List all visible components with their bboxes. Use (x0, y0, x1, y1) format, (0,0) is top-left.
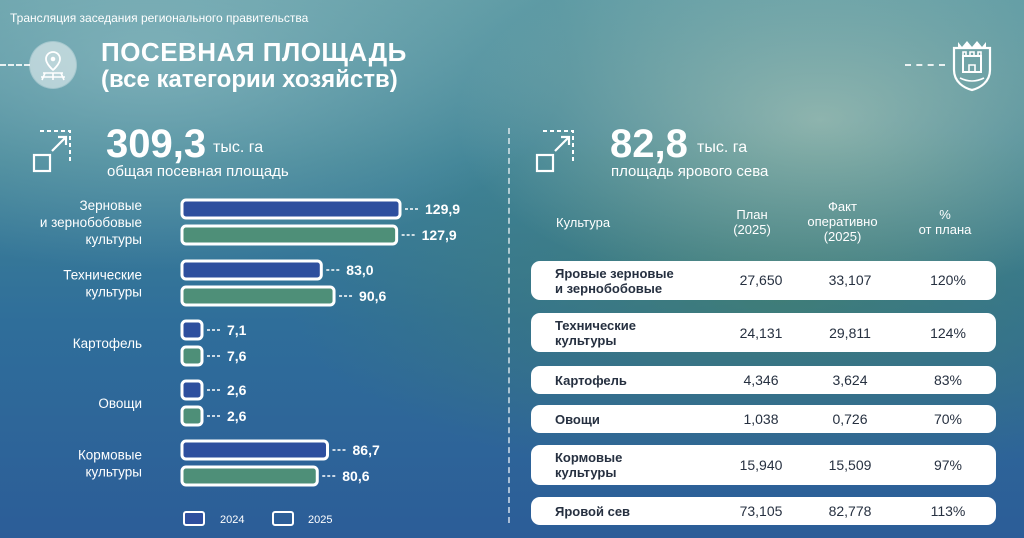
data-label: 2,6 (227, 382, 247, 398)
spring-area-unit: тыс. га (697, 139, 748, 156)
row-fact: 3,624 (832, 372, 868, 388)
coat-of-arms-icon (950, 38, 994, 92)
category-label: культуры (85, 232, 142, 247)
category-label: и зернобобовые (40, 215, 142, 230)
data-label: 127,9 (422, 227, 457, 243)
spring-area-label: площадь ярового сева (611, 163, 769, 180)
bar-2025 (180, 405, 204, 427)
category-label: Технические (63, 268, 142, 283)
bar-chart-svg: Зерновые и зернобобовые культуры 129,9 127,9… (40, 198, 460, 487)
category-label: Зерновые (79, 198, 142, 213)
data-label: 86,7 (353, 442, 380, 458)
bar-2024 (180, 439, 330, 461)
data-label: 83,0 (346, 262, 373, 278)
row-plan: 15,940 (739, 457, 783, 473)
category-label: культуры (85, 465, 142, 480)
page-subtitle: (все категории хозяйств) (101, 66, 398, 93)
data-label: 129,9 (425, 201, 460, 217)
spring-area-value: 82,8 (610, 122, 688, 166)
bar-2025 (180, 285, 336, 307)
data-label: 80,6 (342, 468, 369, 484)
page-title: ПОСЕВНАЯ ПЛОЩАДЬ (101, 37, 407, 67)
row-name: Технические культуры (555, 318, 636, 348)
table-row: Технические культуры 24,131 29,811 124% (531, 313, 996, 352)
bar-2024 (180, 198, 402, 220)
broadcast-title: Трансляция заседания регионального прави… (10, 11, 309, 25)
bar-2024 (180, 379, 204, 401)
row-percent: 124% (930, 325, 966, 341)
data-label: 7,6 (227, 348, 247, 364)
row-fact: 33,107 (828, 272, 872, 288)
row-plan: 4,346 (743, 372, 779, 388)
table-header-percent: % от плана (918, 207, 972, 237)
section-divider (508, 128, 510, 523)
row-percent: 97% (933, 457, 963, 473)
expand-area-icon (533, 127, 581, 175)
legend-swatch-2025 (272, 511, 294, 526)
category-label: культуры (85, 285, 142, 300)
row-fact: 15,509 (828, 457, 872, 473)
total-area-unit: тыс. га (213, 139, 264, 156)
row-percent: 70% (933, 411, 963, 427)
field-location-icon (29, 41, 77, 89)
total-area-value: 309,3 (106, 122, 207, 166)
table-header-fact: Факт оперативно (2025) (807, 199, 878, 244)
decorative-dash-left (0, 64, 30, 66)
row-plan: 24,131 (739, 325, 783, 341)
row-name: Кормовые культуры (555, 450, 623, 480)
category-label: Картофель (73, 336, 142, 351)
data-label: 2,6 (227, 408, 247, 424)
row-name: Яровые зерновые и зернобобовые (555, 266, 674, 296)
expand-area-icon (30, 127, 78, 175)
row-name: Яровой сев (555, 504, 631, 519)
table-row-total: Яровой сев 73,105 82,778 113% (531, 497, 996, 525)
row-fact: 82,778 (828, 503, 872, 519)
legend-label-2024: 2024 (220, 514, 245, 526)
category-label: Кормовые (78, 448, 142, 463)
row-percent: 83% (933, 372, 963, 388)
table-row: Картофель 4,346 3,624 83% (531, 366, 996, 394)
bar-2024 (180, 259, 323, 281)
decorative-dash-right (905, 64, 945, 66)
table-row: Кормовые культуры 15,940 15,509 97% (531, 445, 996, 485)
bar-2025 (180, 345, 204, 367)
row-fact: 29,811 (829, 325, 871, 341)
row-percent: 120% (930, 272, 966, 288)
category-label: Овощи (98, 396, 142, 411)
data-label: 90,6 (359, 288, 386, 304)
table-header-culture: Культура (556, 215, 611, 230)
row-name: Картофель (555, 373, 627, 388)
legend-label-2025: 2025 (308, 514, 333, 526)
table-row: Овощи 1,038 0,726 70% (531, 405, 996, 433)
row-percent: 113% (930, 503, 966, 519)
row-plan: 27,650 (739, 272, 783, 288)
row-plan: 1,038 (743, 411, 779, 427)
table-row: Яровые зерновые и зернобобовые 27,650 33… (531, 261, 996, 300)
bar-2025 (180, 465, 319, 487)
data-label: 7,1 (227, 322, 247, 338)
total-area-label: общая посевная площадь (107, 163, 289, 180)
row-fact: 0,726 (832, 411, 868, 427)
row-plan: 73,105 (739, 503, 783, 519)
bar-2024 (180, 319, 204, 341)
table-header-plan: План (2025) (733, 207, 771, 237)
legend-swatch-2024 (183, 511, 205, 526)
row-name: Овощи (555, 412, 600, 427)
bar-2025 (180, 224, 399, 246)
